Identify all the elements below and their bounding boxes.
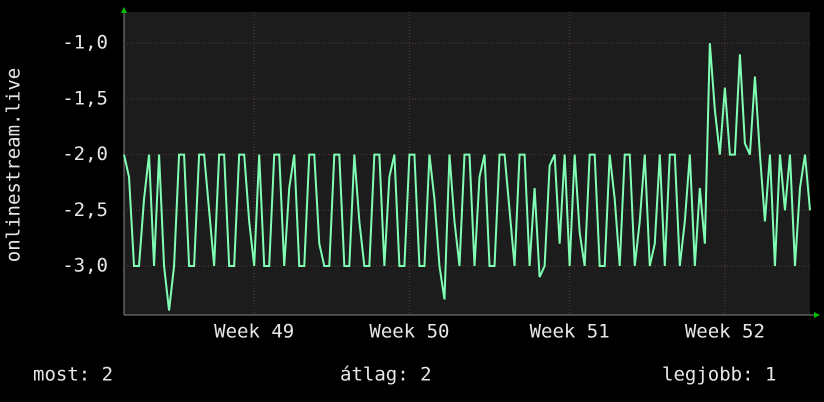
series-line bbox=[123, 43, 811, 311]
x-tick-label: Week 50 bbox=[369, 321, 449, 343]
y-arrow bbox=[121, 7, 127, 13]
legend-text: átlag: 2 bbox=[340, 364, 432, 386]
y-tick-label: -3,0 bbox=[62, 254, 108, 276]
y-axis-label: onlinestream.live bbox=[3, 68, 25, 262]
y-tick-label: -1,5 bbox=[62, 87, 108, 109]
x-arrow bbox=[814, 312, 820, 318]
legend-text: legjobb: 1 bbox=[662, 364, 776, 386]
x-tick-label: Week 49 bbox=[214, 321, 294, 343]
x-tick-label: Week 51 bbox=[530, 321, 610, 343]
y-tick-label: -1,0 bbox=[62, 32, 108, 54]
y-tick-label: -2,0 bbox=[62, 143, 108, 165]
y-tick-label: -2,5 bbox=[62, 199, 108, 221]
legend-text: most: 2 bbox=[33, 364, 113, 386]
x-tick-label: Week 52 bbox=[685, 321, 765, 343]
